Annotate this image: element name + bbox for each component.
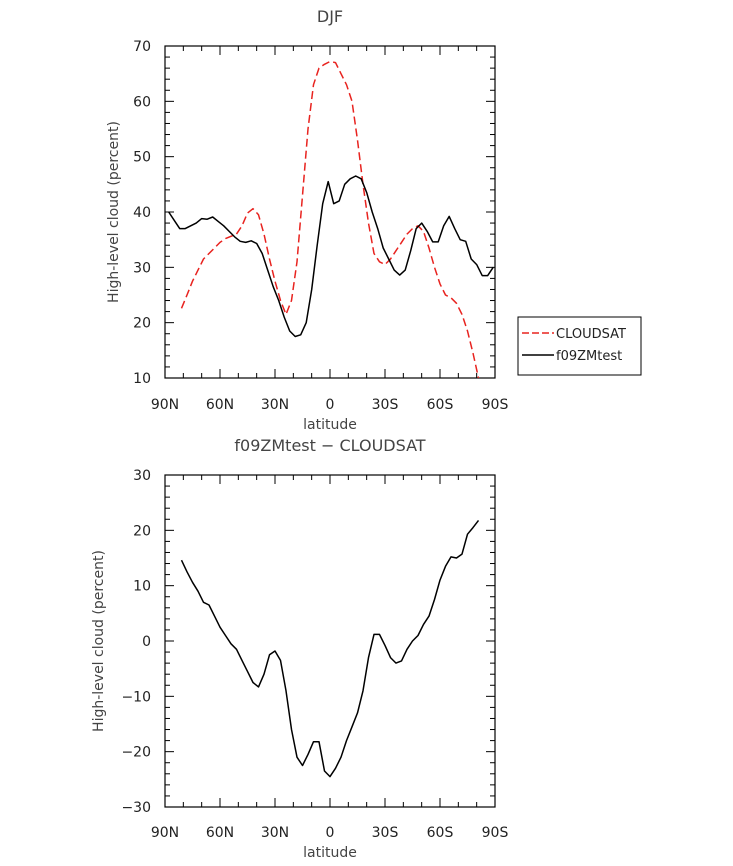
panel2-ytick-label: 0 xyxy=(142,634,151,650)
panel1-ytick-label: 40 xyxy=(133,205,151,221)
panel2-xtick-label: 90N xyxy=(151,825,179,841)
panel1-title: DJF xyxy=(317,7,343,26)
panel1-ytick-label: 30 xyxy=(133,260,151,276)
panel1-legend-label-f09zmtest: f09ZMtest xyxy=(556,349,622,364)
panel1-legend-label-cloudsat: CLOUDSAT xyxy=(556,327,626,342)
panel2-ytick-label: −30 xyxy=(121,800,151,816)
panel2-series-line-series-0 xyxy=(180,519,480,778)
panel2-y-axis-label: High-level cloud (percent) xyxy=(91,550,107,732)
panel1-xtick-label: 60S xyxy=(427,397,454,413)
panel2-ytick-label: 30 xyxy=(133,468,151,484)
panel1-xtick-label: 30N xyxy=(261,397,289,413)
panel2-title: f09ZMtest − CLOUDSAT xyxy=(234,436,425,455)
panel2-xtick-label: 30N xyxy=(261,825,289,841)
panel1-xtick-label: 90N xyxy=(151,397,179,413)
panel1-xtick-label: 0 xyxy=(326,397,335,413)
panel1-xtick-label: 90S xyxy=(482,397,509,413)
panel2-plot-frame xyxy=(164,474,496,808)
panel2-ytick-label: 20 xyxy=(133,523,151,539)
panel2-ytick-label: −10 xyxy=(121,689,151,705)
panel2-xtick-label: 90S xyxy=(482,825,509,841)
panel2-xtick-label: 30S xyxy=(372,825,399,841)
panel1-ytick-label: 10 xyxy=(133,371,151,387)
panel1-ytick-label: 50 xyxy=(133,150,151,166)
panel1-ytick-label: 20 xyxy=(133,316,151,332)
panel2-ytick-label: 10 xyxy=(133,579,151,595)
panel1-series-line-f09zmtest xyxy=(168,175,494,338)
panel1-ytick-label: 70 xyxy=(133,39,151,55)
panel2-x-axis-label: latitude xyxy=(303,845,357,861)
panel2-xtick-label: 60S xyxy=(427,825,454,841)
panel2-ytick-label: −20 xyxy=(121,745,151,761)
panel1-x-axis-label: latitude xyxy=(303,417,357,433)
panel1-legend-box xyxy=(517,316,642,376)
panel1-xtick-label: 30S xyxy=(372,397,399,413)
panel1-plot-frame xyxy=(164,45,496,379)
panel2-xtick-label: 60N xyxy=(206,825,234,841)
panel1-y-axis-label: High-level cloud (percent) xyxy=(106,121,122,303)
panel1-ytick-label: 60 xyxy=(133,94,151,110)
panel1-series-line-cloudsat xyxy=(180,60,480,379)
panel2-xtick-label: 0 xyxy=(326,825,335,841)
panel1-xtick-label: 60N xyxy=(206,397,234,413)
